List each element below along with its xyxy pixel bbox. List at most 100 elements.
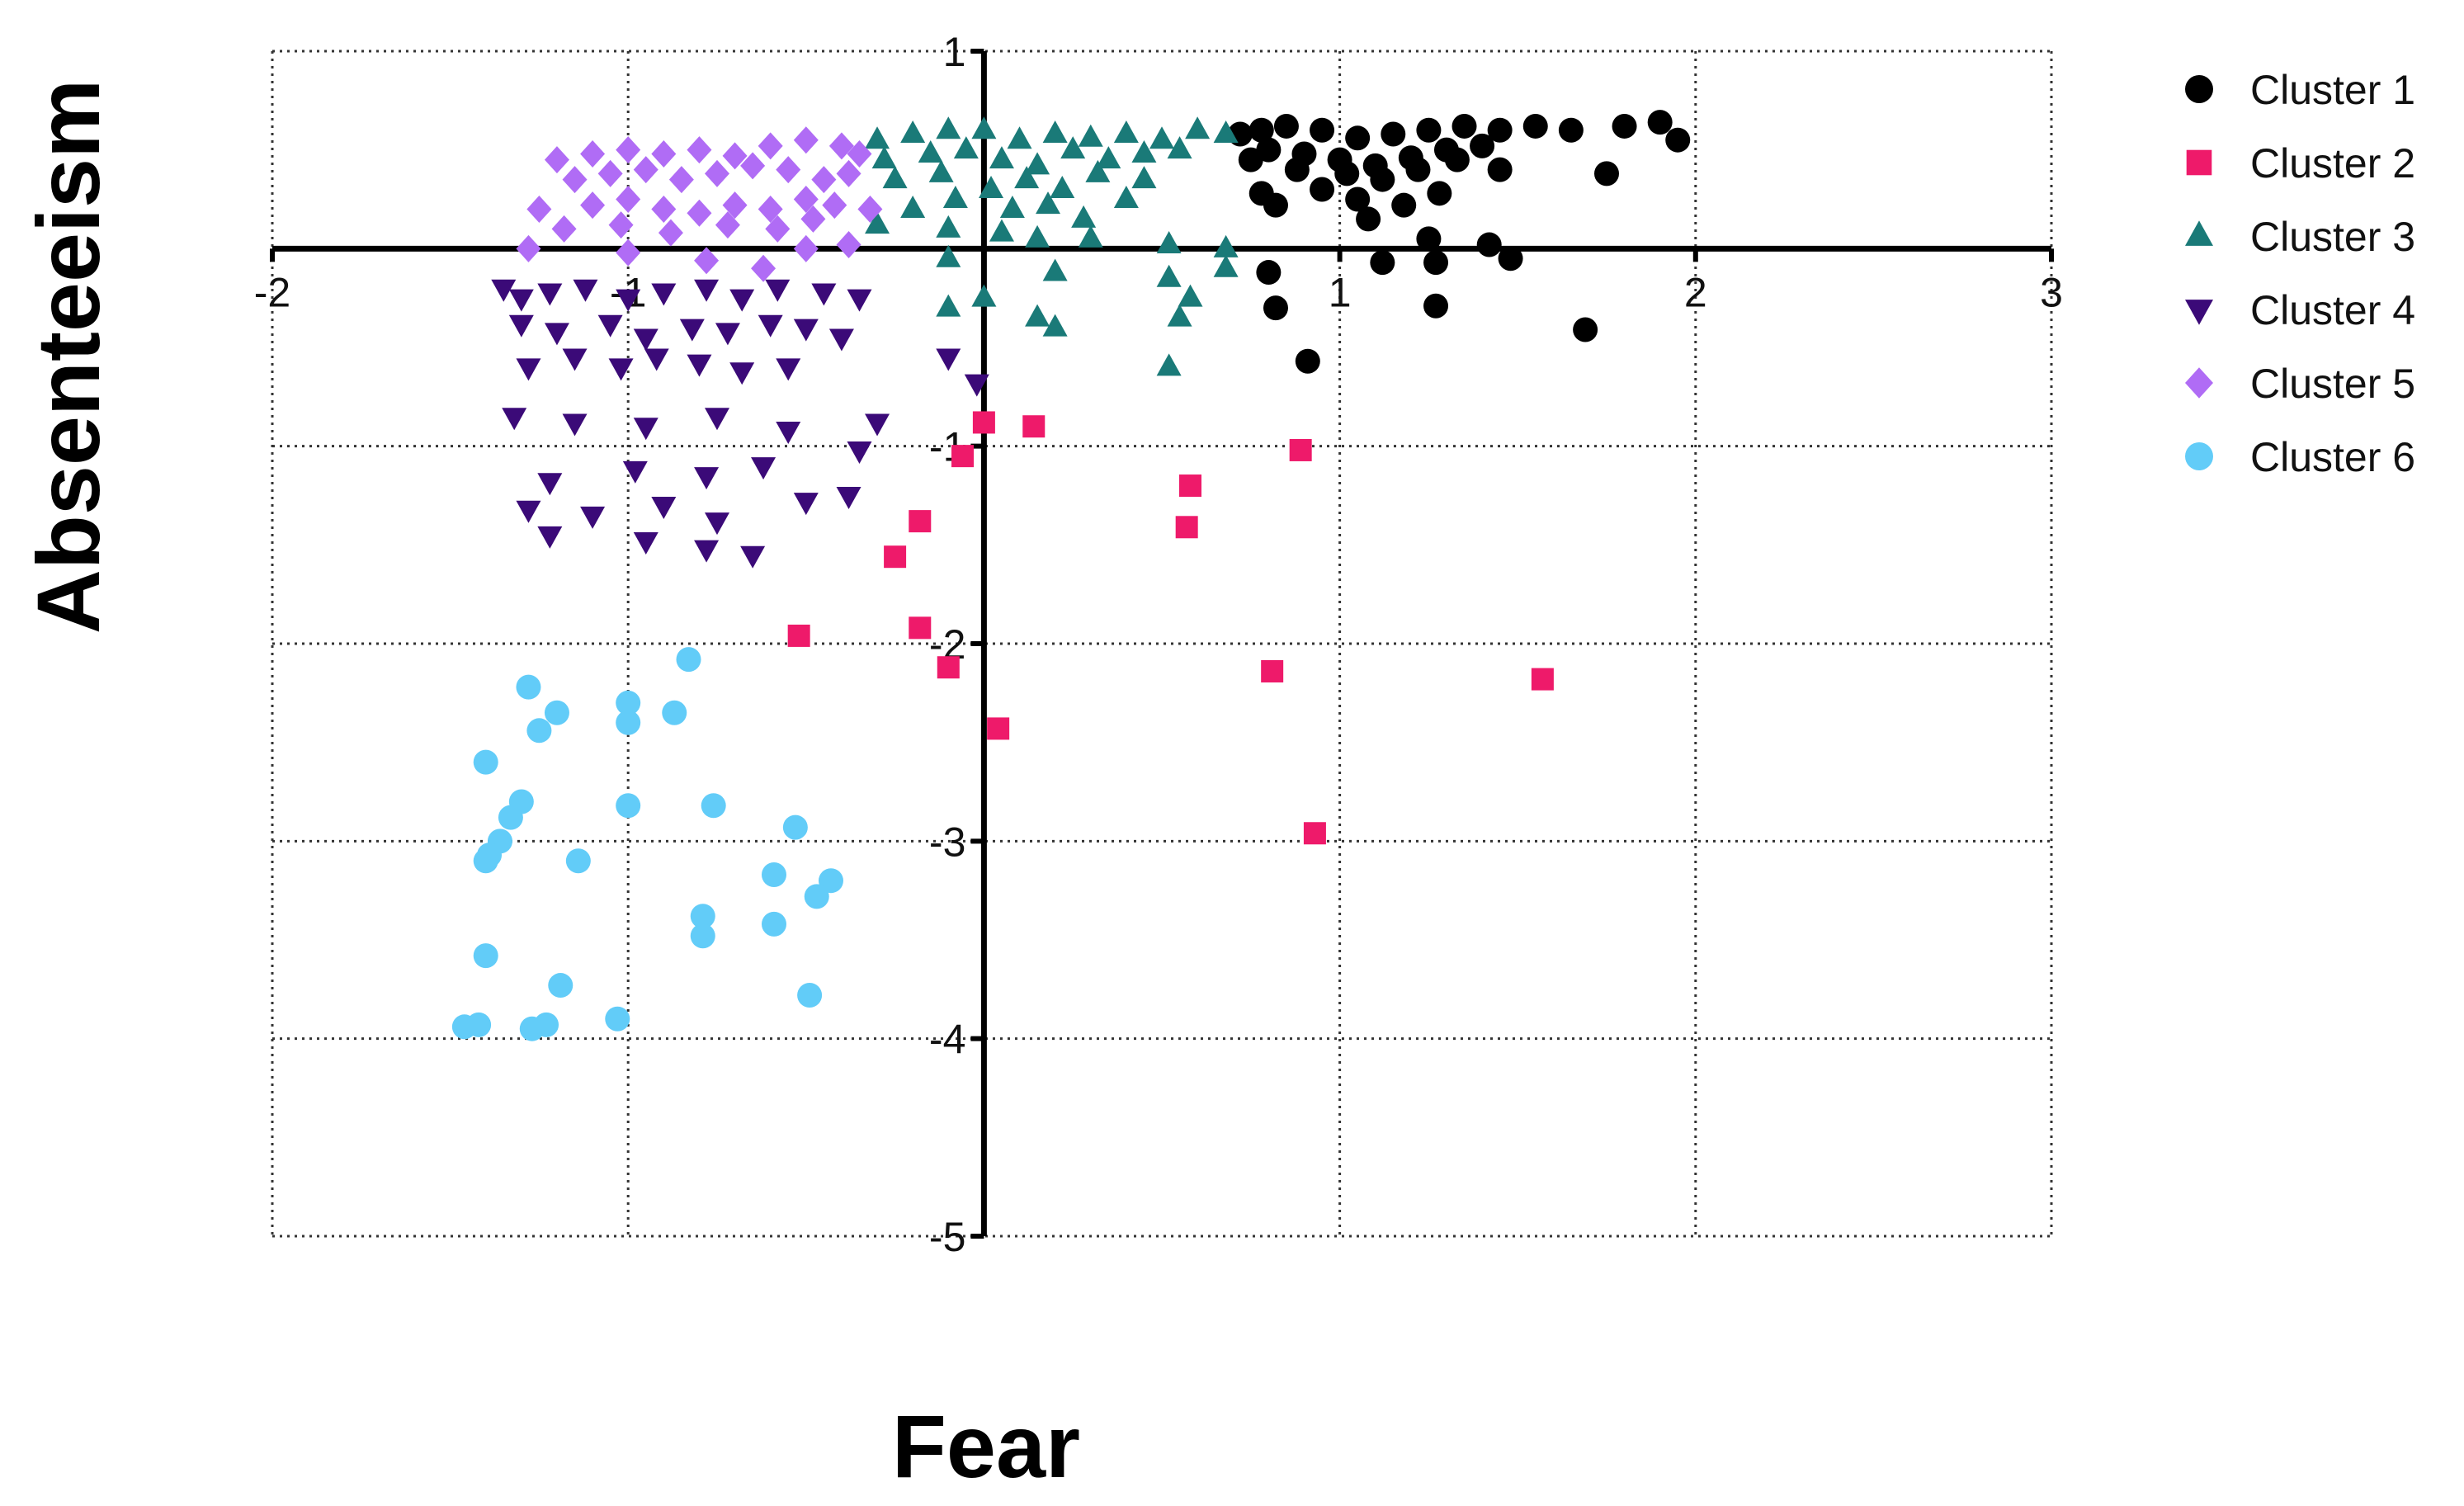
data-point — [979, 176, 1004, 199]
data-point — [580, 139, 606, 168]
data-point — [900, 195, 926, 218]
data-point — [871, 146, 897, 169]
data-point — [1498, 246, 1523, 271]
data-point — [651, 195, 677, 223]
data-point — [751, 254, 776, 282]
data-point — [722, 142, 748, 170]
data-point — [857, 195, 883, 223]
data-point — [608, 358, 634, 381]
data-point — [1427, 181, 1452, 206]
data-point — [1444, 147, 1470, 172]
data-point — [740, 545, 766, 569]
legend-marker — [2185, 442, 2213, 470]
legend: Cluster 1 Cluster 2 Cluster 3 Cluster 4 Clus… — [2185, 67, 2415, 480]
data-point — [534, 1012, 559, 1037]
data-point — [1416, 117, 1442, 143]
data-point — [1213, 254, 1239, 277]
data-point — [1416, 226, 1442, 252]
data-point — [1213, 120, 1239, 144]
data-point — [1263, 192, 1288, 218]
y-tick-label: 1 — [943, 29, 966, 75]
series-cluster-5 — [516, 126, 883, 282]
data-point — [1558, 117, 1584, 143]
data-point — [526, 718, 552, 744]
data-point — [989, 219, 1014, 242]
data-point — [690, 904, 715, 929]
data-point — [687, 199, 712, 227]
data-point — [1594, 161, 1619, 186]
data-point — [1036, 191, 1061, 215]
data-point — [1071, 205, 1097, 228]
data-point — [466, 1012, 492, 1037]
data-point — [687, 136, 712, 164]
data-point — [597, 314, 623, 338]
data-point — [1665, 127, 1691, 153]
data-point — [694, 247, 720, 275]
data-point — [676, 647, 701, 673]
data-point — [1178, 474, 1201, 498]
data-point — [836, 231, 861, 259]
data-point — [953, 136, 979, 159]
data-point — [793, 493, 819, 516]
legend-label: Cluster 2 — [2250, 140, 2415, 186]
data-point — [793, 186, 819, 213]
data-point — [687, 354, 712, 377]
data-point — [491, 279, 517, 302]
data-point — [1345, 125, 1371, 151]
data-point — [516, 500, 541, 523]
data-point — [1289, 438, 1312, 461]
data-point — [1249, 117, 1274, 143]
data-point — [508, 314, 534, 338]
data-point — [694, 279, 720, 302]
data-point — [942, 186, 968, 208]
data-point — [616, 690, 641, 715]
data-point — [1156, 264, 1182, 287]
data-point — [537, 526, 563, 549]
data-point — [544, 323, 569, 346]
data-point — [690, 923, 715, 949]
data-point — [616, 186, 641, 213]
legend-label: Cluster 1 — [2250, 67, 2415, 113]
data-point — [722, 191, 748, 220]
data-point — [1078, 124, 1103, 147]
data-point — [544, 146, 569, 174]
data-point — [793, 319, 819, 342]
data-point — [999, 195, 1025, 218]
data-point — [1487, 117, 1513, 143]
data-point — [679, 319, 705, 342]
data-point — [644, 348, 669, 371]
data-point — [928, 159, 954, 182]
data-point — [633, 418, 658, 441]
data-point — [761, 911, 786, 937]
data-point — [1256, 260, 1282, 286]
data-point — [651, 283, 677, 306]
data-point — [1573, 317, 1598, 342]
data-point — [508, 289, 534, 312]
data-point — [573, 279, 598, 302]
data-point — [847, 139, 872, 168]
data-point — [793, 126, 819, 154]
data-point — [972, 411, 995, 434]
y-tick-label: -3 — [929, 819, 965, 865]
data-point — [616, 793, 641, 819]
data-point — [1423, 293, 1449, 319]
data-point — [1178, 284, 1203, 307]
data-point — [1522, 113, 1548, 139]
data-point — [537, 283, 563, 306]
data-point — [526, 195, 552, 223]
data-point — [651, 496, 677, 519]
legend-label: Cluster 4 — [2250, 287, 2415, 333]
data-point — [765, 279, 791, 302]
data-point — [1612, 113, 1637, 139]
data-point — [1007, 126, 1032, 149]
data-point — [865, 211, 890, 234]
data-point — [936, 294, 961, 317]
data-point — [705, 159, 729, 187]
data-point — [740, 152, 766, 180]
data-point — [616, 289, 641, 312]
data-point — [828, 328, 854, 352]
data-point — [1050, 176, 1075, 199]
data-point — [884, 545, 907, 569]
data-point — [918, 139, 943, 163]
